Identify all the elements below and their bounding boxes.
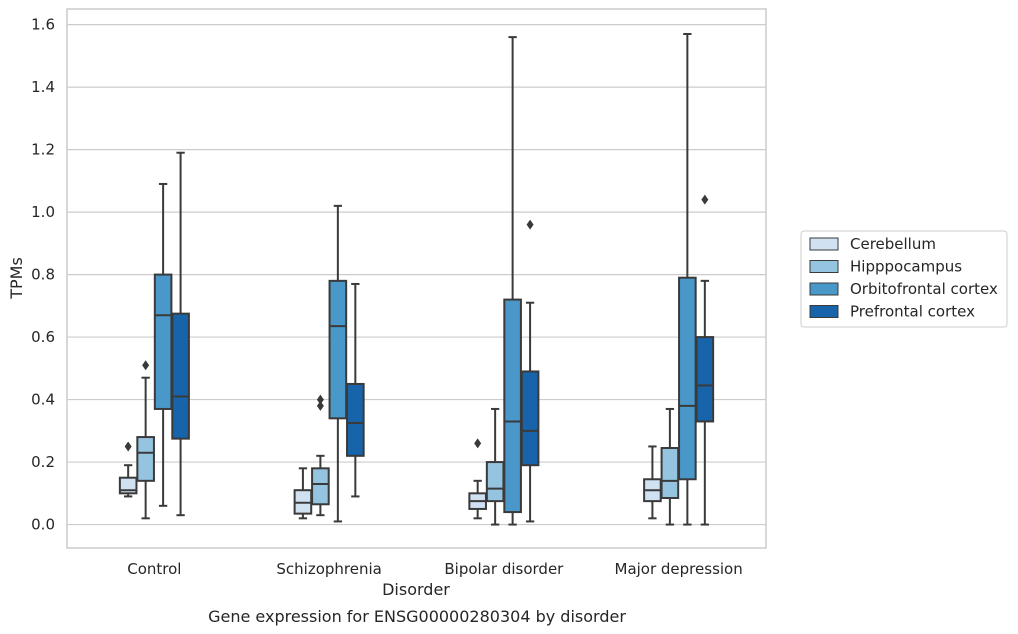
outlier-point xyxy=(316,400,324,411)
y-tick-label: 0.8 xyxy=(31,266,55,284)
iqr-box xyxy=(346,382,365,457)
box-cerebellum xyxy=(118,441,138,498)
legend-label: Cerebellum xyxy=(850,235,936,253)
x-tick-labels: Control Schizophrenia Bipolar disorder Majo… xyxy=(127,560,742,578)
y-tick-label: 1.2 xyxy=(31,141,55,159)
iqr-box xyxy=(153,273,173,410)
box-hipppocampus xyxy=(136,360,155,520)
legend-label: Prefrontal cortex xyxy=(850,303,975,321)
box-prefrontal-cortex xyxy=(346,282,365,498)
legend-label: Orbitofrontal cortex xyxy=(850,280,998,298)
plot-background xyxy=(66,8,767,549)
legend-swatch xyxy=(809,260,839,273)
iqr-box xyxy=(171,312,190,440)
boxes xyxy=(118,32,715,526)
box-prefrontal-cortex xyxy=(695,194,715,526)
y-tick-labels: 0.0 0.2 0.4 0.6 0.8 1.0 1.2 1.4 1.6 xyxy=(31,16,55,534)
gridlines xyxy=(67,24,766,526)
outlier-point xyxy=(142,360,150,371)
box-hipppocampus xyxy=(311,394,330,517)
outlier-point xyxy=(526,219,534,230)
y-tick-label: 0.0 xyxy=(31,516,55,534)
x-tick-label: Control xyxy=(127,560,181,578)
y-tick-label: 1.0 xyxy=(31,203,55,221)
iqr-box xyxy=(328,279,348,420)
chart-caption: Gene expression for ENSG00000280304 by d… xyxy=(208,607,626,626)
iqr-box xyxy=(695,336,715,423)
iqr-box xyxy=(136,436,155,482)
iqr-box xyxy=(503,298,522,514)
y-tick-label: 1.4 xyxy=(31,78,55,96)
iqr-box xyxy=(311,467,330,506)
box-orbitofrontal-cortex xyxy=(153,182,173,507)
box-prefrontal-cortex xyxy=(520,219,540,523)
y-tick-label: 0.6 xyxy=(31,328,55,346)
box-prefrontal-cortex xyxy=(171,151,190,517)
legend-swatch xyxy=(809,237,839,251)
box-cerebellum xyxy=(293,467,313,520)
iqr-box xyxy=(485,461,505,503)
legend-label: Hipppocampus xyxy=(850,258,962,276)
outlier-point xyxy=(316,394,324,405)
x-tick-label: Schizophrenia xyxy=(276,560,381,578)
outlier-point xyxy=(124,441,132,452)
box-cerebellum xyxy=(643,445,662,520)
iqr-box xyxy=(678,276,697,481)
iqr-box xyxy=(520,370,540,467)
legend-swatch xyxy=(809,305,839,318)
box-orbitofrontal-cortex xyxy=(328,204,348,523)
y-tick-label: 0.4 xyxy=(31,391,55,409)
outlier-point xyxy=(701,194,709,205)
y-axis-label: TPMs xyxy=(7,257,26,300)
y-tick-label: 0.2 xyxy=(31,453,55,471)
x-tick-label: Major depression xyxy=(615,560,743,578)
iqr-box xyxy=(660,447,680,500)
x-axis-label: Disorder xyxy=(382,580,450,599)
legend-swatch xyxy=(809,282,839,296)
y-tick-label: 1.6 xyxy=(31,16,55,34)
box-orbitofrontal-cortex xyxy=(503,36,522,526)
x-tick-label: Bipolar disorder xyxy=(444,560,564,578)
box-hipppocampus xyxy=(485,407,505,526)
legend-frame xyxy=(800,230,1008,328)
outlier-point xyxy=(474,438,482,449)
legend: Cerebellum Hipppocampus Orbitofrontal cort… xyxy=(800,230,1008,328)
